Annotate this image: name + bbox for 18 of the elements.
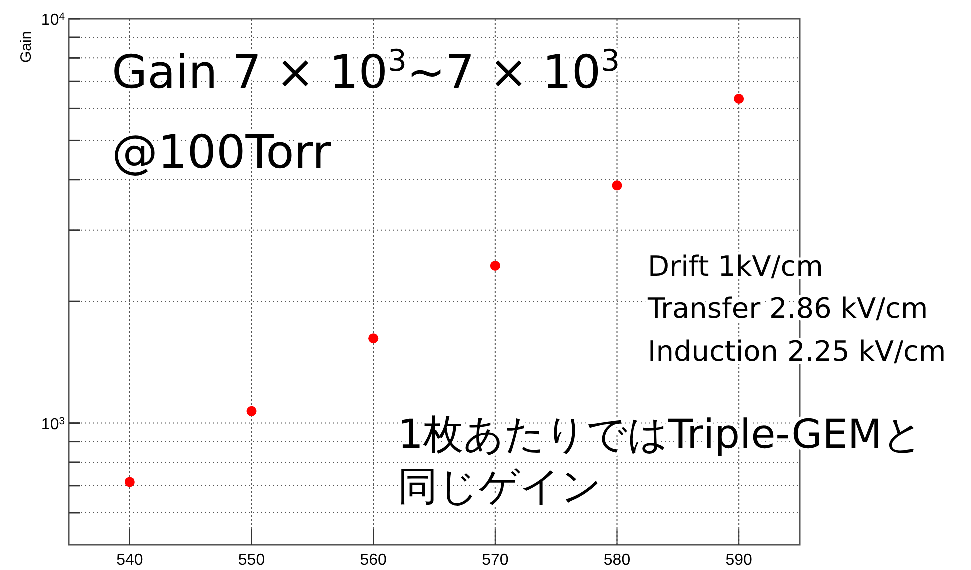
x-tick-label: 570 — [482, 552, 509, 569]
annotation: @100Torr — [112, 125, 332, 179]
x-tick-label: 580 — [604, 552, 631, 569]
x-tick-label: 540 — [116, 552, 144, 569]
point — [490, 260, 500, 271]
y-tick-label: 10$^{3}$ — [41, 416, 66, 434]
x-tick-label: 550 — [238, 552, 266, 569]
point — [246, 406, 257, 416]
point — [734, 94, 744, 104]
y-axis-title: Gain — [18, 31, 35, 63]
point — [124, 477, 135, 488]
point — [612, 180, 622, 191]
annotation: 同じゲイン — [398, 464, 602, 510]
point — [368, 334, 379, 344]
x-tick-label: 590 — [726, 552, 753, 569]
x-tick-label: 560 — [360, 552, 388, 569]
y-tick-label: 10$^{4}$ — [41, 12, 66, 29]
annotation: Gain 7 × 10$^{3}$~7 × 10$^{3}$ — [112, 44, 620, 99]
